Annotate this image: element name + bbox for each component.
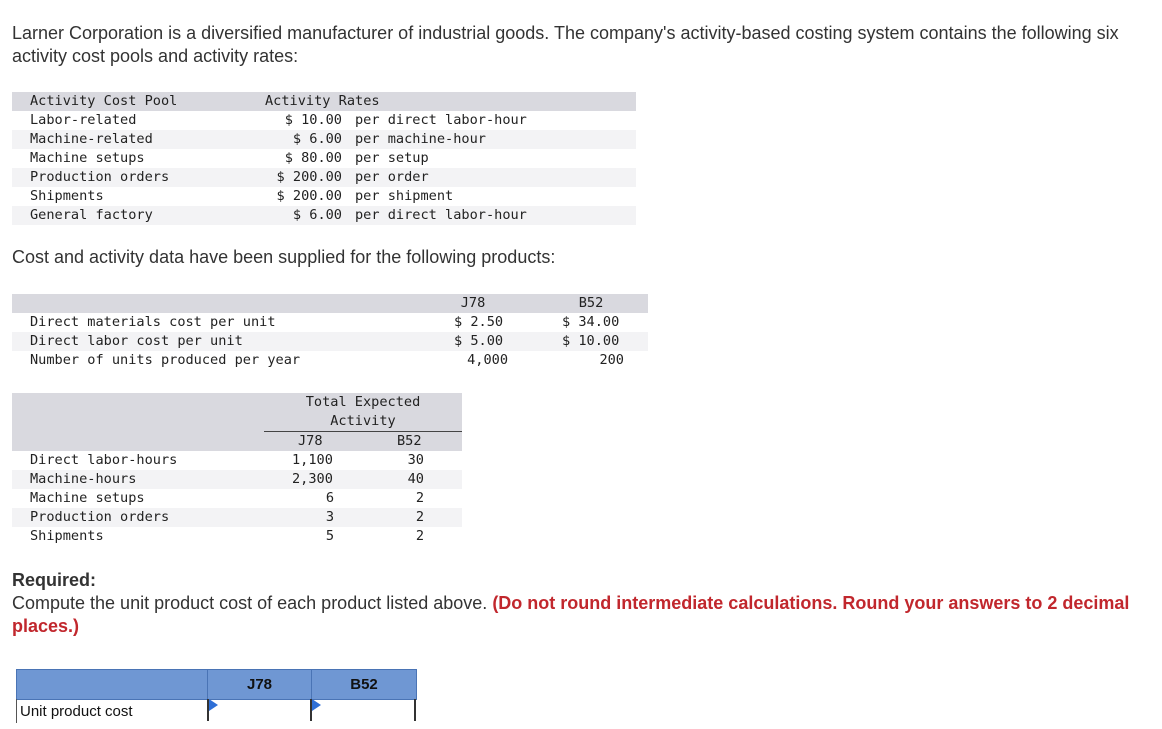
cost-row-b52: $ 34.00 <box>562 314 620 330</box>
activity-header-rule <box>264 431 462 432</box>
cost-row-b52: $ 10.00 <box>562 333 620 349</box>
activity-row-label: Shipments <box>30 528 104 544</box>
cost-row-j78: $ 5.00 <box>454 333 504 349</box>
required-instruction: (Do not round intermediate calculations.… <box>12 593 1130 636</box>
rates-header-rates: Activity Rates <box>265 93 380 109</box>
rates-row-amount: $ 10.00 <box>284 112 342 128</box>
rates-row-amount: $ 200.00 <box>276 188 342 204</box>
rates-row-pool: Shipments <box>30 188 104 204</box>
answer-header-b52: B52 <box>311 669 417 700</box>
cost-row-b52: 200 <box>599 352 624 368</box>
cost-header-b52: B52 <box>578 295 604 311</box>
cost-header-band <box>12 294 648 313</box>
cost-row-label: Number of units produced per year <box>30 352 301 368</box>
activity-row-b52: 2 <box>415 528 424 544</box>
required-text: Compute the unit product cost of each pr… <box>12 593 488 613</box>
rates-header-pool: Activity Cost Pool <box>30 93 178 109</box>
activity-header-line2: Activity <box>330 413 396 429</box>
cost-row-j78: $ 2.50 <box>454 314 504 330</box>
rates-row-amount: $ 6.00 <box>292 131 342 147</box>
activity-row-label: Direct labor-hours <box>30 452 178 468</box>
answer-divider <box>207 699 209 721</box>
j78-unit-cost-input[interactable] <box>219 700 309 722</box>
cost-row-label: Direct labor cost per unit <box>30 333 243 349</box>
rates-header-band <box>12 92 636 111</box>
required-title: Required: <box>12 570 97 590</box>
activity-row-j78: 5 <box>325 528 334 544</box>
rates-row-unit: per setup <box>355 150 429 166</box>
rates-row-unit: per order <box>355 169 429 185</box>
unit-product-cost-label: Unit product cost <box>20 703 133 720</box>
activity-band-4 <box>12 508 462 527</box>
activity-row-j78: 2,300 <box>292 471 333 487</box>
cost-intro-text: Cost and activity data have been supplie… <box>12 247 556 267</box>
input-flag-icon <box>312 699 321 711</box>
rates-row-unit: per shipment <box>355 188 454 204</box>
rates-row-amount: $ 6.00 <box>292 207 342 223</box>
activity-header-b52: B52 <box>397 433 422 449</box>
cost-row-label: Direct materials cost per unit <box>30 314 276 330</box>
rates-row-pool: Machine setups <box>30 150 145 166</box>
cost-header-j78: J78 <box>460 295 486 311</box>
cost-band-2 <box>12 332 648 351</box>
rates-row-pool: Labor-related <box>30 112 137 128</box>
activity-header-line1: Total Expected <box>305 394 421 410</box>
b52-unit-cost-input[interactable] <box>322 700 414 722</box>
intro-text: Larner Corporation is a diversified manu… <box>12 23 1119 66</box>
activity-row-j78: 1,100 <box>292 452 333 468</box>
rates-band-2 <box>12 130 636 149</box>
activity-row-label: Production orders <box>30 509 170 525</box>
activity-row-label: Machine setups <box>30 490 145 506</box>
activity-row-b52: 40 <box>407 471 424 487</box>
rates-row-unit: per direct labor-hour <box>355 207 527 223</box>
rates-band-6 <box>12 206 636 225</box>
rates-row-pool: Machine-related <box>30 131 153 147</box>
activity-row-b52: 2 <box>415 509 424 525</box>
rates-row-pool: Production orders <box>30 169 170 185</box>
answer-header-j78: J78 <box>207 669 312 700</box>
rates-row-unit: per machine-hour <box>355 131 486 147</box>
activity-header-band <box>12 393 462 451</box>
activity-header-j78: J78 <box>298 433 323 449</box>
rates-band-4 <box>12 168 636 187</box>
activity-row-j78: 6 <box>325 490 334 506</box>
answer-divider <box>310 699 312 721</box>
required-paragraph: Compute the unit product cost of each pr… <box>12 592 1152 638</box>
input-flag-icon <box>209 699 218 711</box>
activity-row-label: Machine-hours <box>30 471 137 487</box>
rates-row-amount: $ 80.00 <box>284 150 342 166</box>
rates-row-amount: $ 200.00 <box>276 169 342 185</box>
answer-row-left-border <box>16 699 17 723</box>
answer-divider <box>414 699 416 721</box>
rates-row-unit: per direct labor-hour <box>355 112 527 128</box>
activity-row-b52: 2 <box>415 490 424 506</box>
activity-row-j78: 3 <box>325 509 334 525</box>
cost-row-j78: 4,000 <box>467 352 508 368</box>
rates-row-pool: General factory <box>30 207 153 223</box>
answer-header-blank <box>16 669 209 700</box>
activity-row-b52: 30 <box>407 452 424 468</box>
activity-band-2 <box>12 470 462 489</box>
